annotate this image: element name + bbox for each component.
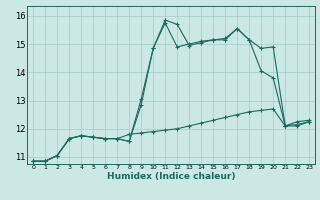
X-axis label: Humidex (Indice chaleur): Humidex (Indice chaleur) [107, 172, 236, 181]
